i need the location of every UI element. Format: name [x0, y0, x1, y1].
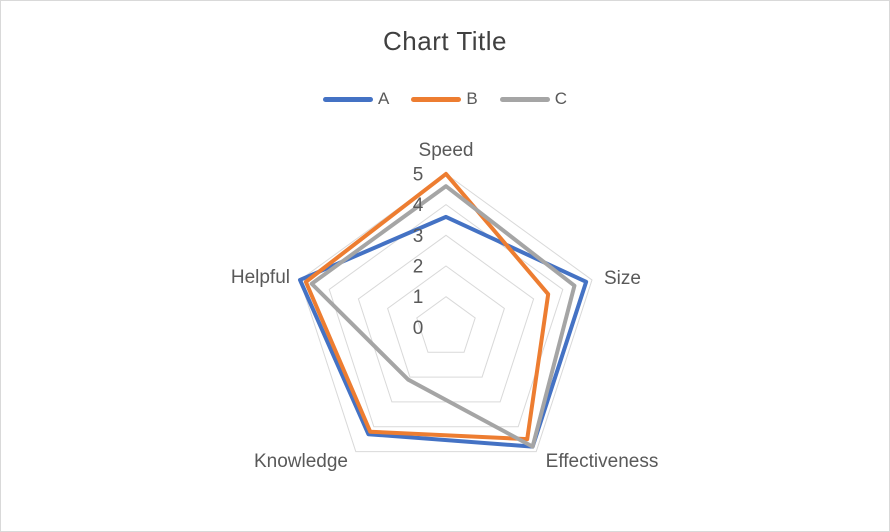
legend-swatch-c	[499, 96, 550, 102]
tick-label-3: 3	[413, 226, 424, 247]
axis-label-helpful: Helpful	[231, 267, 290, 288]
legend-label-b: B	[466, 89, 478, 108]
legend-swatch-a	[323, 96, 374, 102]
legend-label-a: A	[378, 89, 390, 108]
tick-label-2: 2	[413, 257, 424, 278]
tick-label-5: 5	[413, 164, 424, 185]
series-line-C	[309, 184, 577, 449]
axis-label-size: Size	[604, 268, 641, 289]
grid-ring-5	[299, 173, 593, 453]
chart-title: Chart Title	[383, 26, 507, 56]
grid-ring-4	[328, 203, 564, 428]
legend-item-a: A	[323, 89, 389, 109]
legend-item-c: C	[499, 89, 567, 109]
legend-swatch-b	[411, 96, 462, 102]
axis-label-effectiveness: Effectiveness	[546, 451, 659, 472]
legend: A B C	[1, 89, 889, 109]
axis-label-knowledge: Knowledge	[254, 451, 348, 472]
legend-label-c: C	[554, 89, 567, 108]
series-line-B	[303, 171, 551, 442]
grid-ring-1	[416, 296, 476, 353]
tick-label-1: 1	[413, 287, 424, 308]
tick-label-0: 0	[413, 318, 424, 339]
grid-ring-2	[387, 265, 505, 378]
legend-item-b: B	[411, 89, 478, 109]
tick-label-4: 4	[413, 195, 424, 216]
axis-label-speed: Speed	[419, 140, 474, 161]
